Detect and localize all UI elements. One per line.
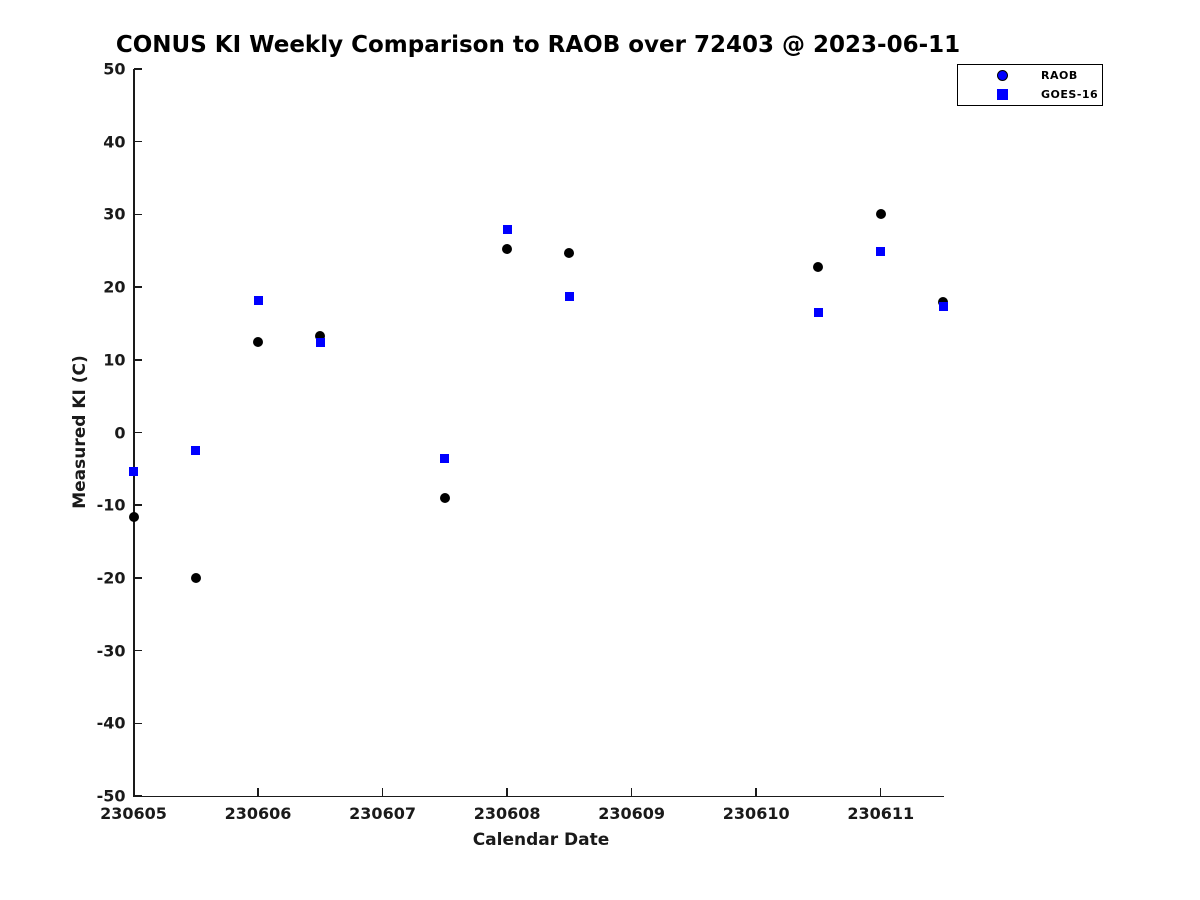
goes16-data-point bbox=[253, 295, 263, 305]
goes16-data-point bbox=[315, 337, 325, 347]
x-tick-mark bbox=[879, 788, 882, 796]
y-tick-mark bbox=[133, 577, 142, 579]
raob-data-point bbox=[502, 244, 513, 255]
y-tick-label: -10 bbox=[96, 495, 126, 515]
legend-item-goes16: GOES-16 bbox=[958, 86, 1102, 102]
y-tick-mark bbox=[133, 431, 142, 434]
goes16-data-point bbox=[191, 446, 201, 456]
x-tick-label: 230606 bbox=[224, 804, 292, 823]
raob-data-point bbox=[439, 492, 450, 503]
x-tick-mark bbox=[132, 788, 135, 796]
goes16-data-point bbox=[440, 454, 450, 464]
y-tick-mark bbox=[133, 213, 142, 216]
y-tick-mark bbox=[133, 286, 142, 288]
goes16-square-marker-icon bbox=[997, 88, 1008, 100]
x-tick-mark bbox=[506, 788, 508, 796]
y-tick-mark bbox=[133, 649, 142, 652]
x-tick-label: 230608 bbox=[473, 804, 541, 823]
y-tick-label: -20 bbox=[96, 568, 126, 588]
y-tick-mark bbox=[133, 359, 142, 361]
y-tick-mark bbox=[133, 722, 142, 725]
y-tick-label: 0 bbox=[114, 423, 126, 442]
goes16-data-point bbox=[502, 225, 512, 235]
x-tick-label: 230611 bbox=[847, 804, 915, 823]
x-axis-label: Calendar Date bbox=[472, 830, 610, 850]
goes16-data-point bbox=[129, 466, 138, 476]
x-tick-mark bbox=[381, 788, 384, 796]
y-tick-mark bbox=[133, 68, 142, 70]
goes16-data-point bbox=[876, 246, 886, 256]
raob-data-point bbox=[128, 511, 139, 522]
y-tick-label: 20 bbox=[103, 277, 126, 297]
x-axis-spine bbox=[133, 795, 944, 797]
y-tick-label: 50 bbox=[103, 59, 126, 79]
goes16-data-point bbox=[813, 308, 823, 318]
legend-label-goes16: GOES-16 bbox=[1041, 87, 1099, 101]
chart-title: CONUS KI Weekly Comparison to RAOB over … bbox=[115, 32, 961, 58]
raob-data-point bbox=[190, 572, 201, 583]
raob-data-point bbox=[253, 336, 264, 347]
x-tick-mark bbox=[630, 788, 633, 796]
y-tick-label: 10 bbox=[103, 350, 126, 370]
y-tick-mark bbox=[133, 140, 142, 143]
goes16-data-point bbox=[938, 302, 948, 312]
y-tick-label: -40 bbox=[96, 713, 126, 733]
raob-data-point bbox=[875, 209, 886, 220]
x-tick-label: 230605 bbox=[100, 804, 167, 823]
x-tick-label: 230609 bbox=[598, 804, 666, 823]
y-tick-label: 30 bbox=[103, 204, 126, 224]
y-tick-mark bbox=[133, 795, 142, 797]
goes16-data-point bbox=[564, 292, 574, 302]
x-tick-mark bbox=[755, 788, 757, 796]
raob-circle-marker-icon bbox=[997, 70, 1008, 82]
y-tick-label: -50 bbox=[96, 786, 126, 806]
y-tick-label: 40 bbox=[103, 132, 126, 152]
y-tick-label: -30 bbox=[96, 641, 126, 661]
y-tick-mark bbox=[133, 504, 142, 506]
raob-data-point bbox=[564, 247, 575, 258]
legend-item-raob: RAOB bbox=[958, 68, 1102, 84]
raob-data-point bbox=[315, 330, 326, 341]
raob-data-point bbox=[813, 262, 824, 273]
x-tick-mark bbox=[257, 788, 259, 796]
x-tick-label: 230610 bbox=[722, 804, 790, 823]
legend-label-raob: RAOB bbox=[1041, 69, 1078, 83]
x-tick-label: 230607 bbox=[349, 804, 416, 823]
legend: RAOB GOES-16 bbox=[957, 64, 1103, 106]
